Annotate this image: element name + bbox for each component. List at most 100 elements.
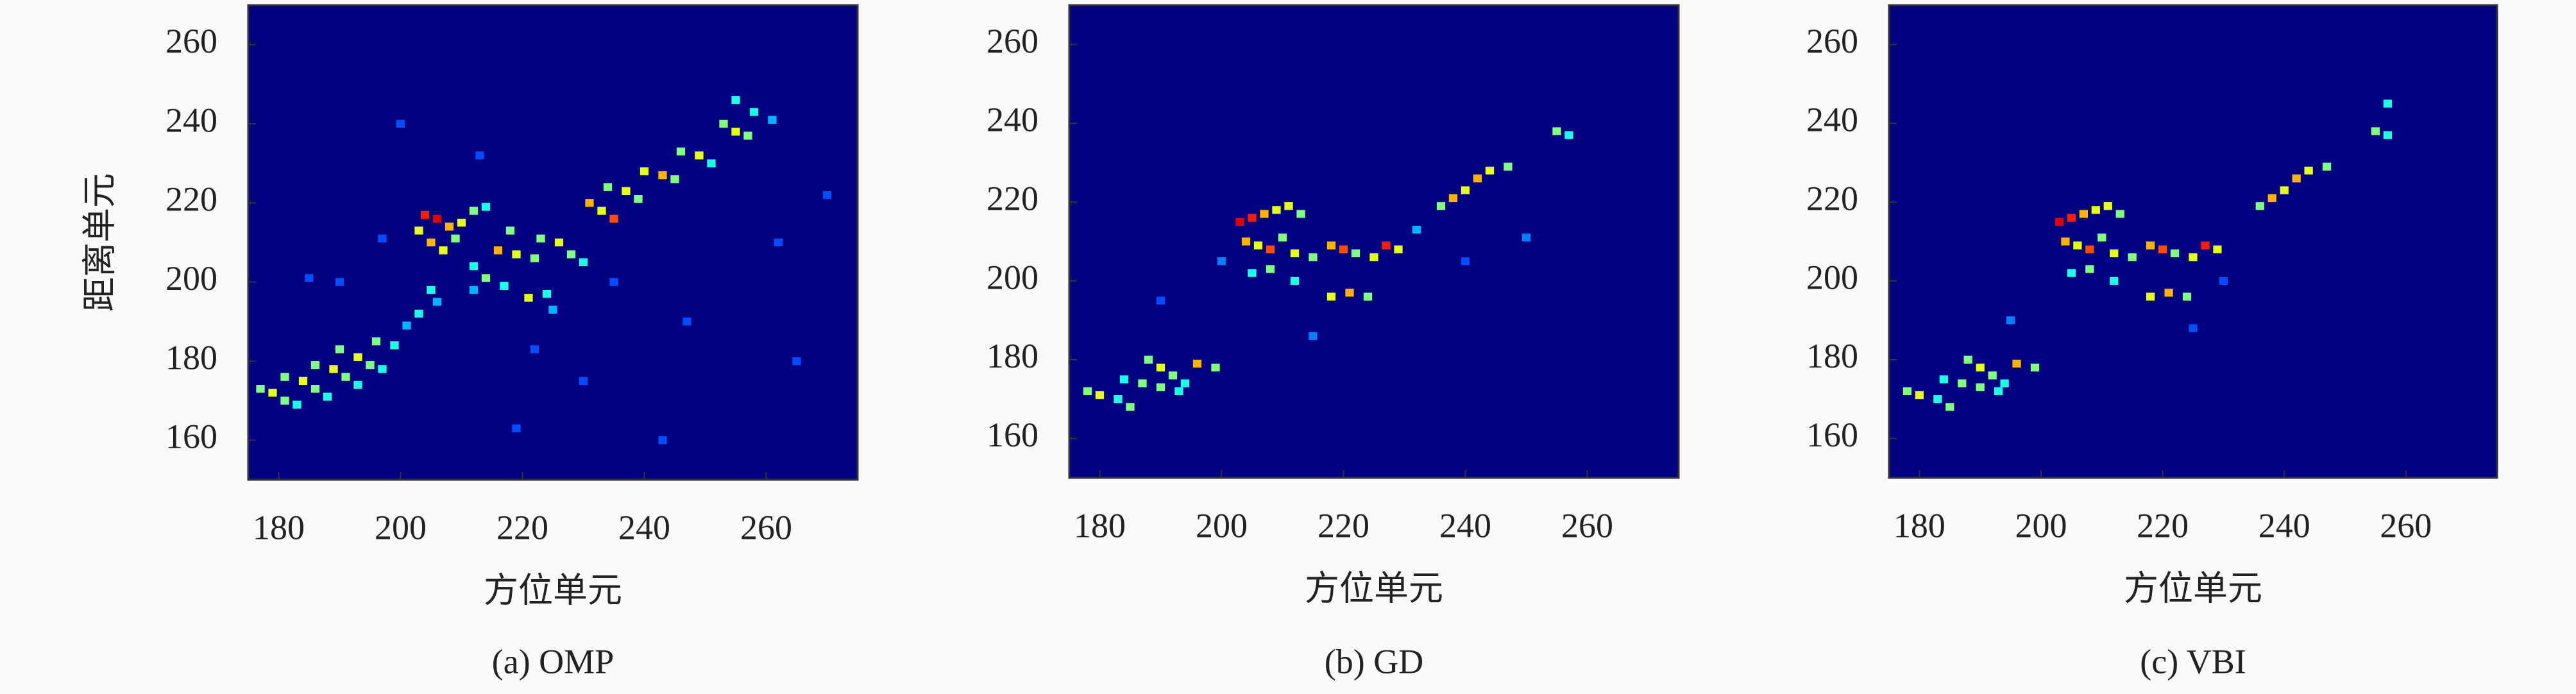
heat-cell <box>1363 292 1373 301</box>
heat-cell <box>2267 194 2276 203</box>
plot-background <box>248 5 858 480</box>
heat-cell <box>2280 186 2289 194</box>
heat-cell <box>427 238 436 247</box>
heat-cell <box>280 373 289 381</box>
heat-cell <box>414 226 423 235</box>
heat-cell <box>603 183 613 191</box>
x-tick-label: 240 <box>2258 506 2310 545</box>
heat-cell <box>1339 245 1348 253</box>
x-tick-label: 200 <box>375 508 427 546</box>
heat-cell <box>500 282 509 290</box>
heat-cell <box>1461 257 1470 266</box>
heat-cell <box>1963 355 1972 364</box>
heat-cell <box>1174 387 1183 396</box>
y-tick-label: 220 <box>987 179 1038 217</box>
heat-cell <box>1235 217 1244 226</box>
heat-cell <box>481 274 491 282</box>
heat-cell <box>530 254 539 262</box>
heat-cell <box>310 385 320 393</box>
heat-cell <box>298 377 308 385</box>
y-tick-label: 240 <box>987 101 1038 139</box>
plot-frame <box>247 4 859 481</box>
heat-cell <box>542 290 552 298</box>
heat-cell <box>2110 276 2119 285</box>
x-axis-label: 方位单元 <box>2124 569 2262 607</box>
heat-cell <box>451 234 460 242</box>
heat-cell <box>609 214 618 223</box>
heat-cell <box>1382 241 1391 250</box>
heat-cell <box>1095 391 1105 400</box>
heat-cell <box>1504 162 1513 171</box>
heat-cell <box>305 274 314 282</box>
heat-cell <box>548 305 557 314</box>
x-tick-label: 180 <box>1894 506 1945 545</box>
y-tick-label: 240 <box>1806 101 1858 139</box>
x-axis-label: 方位单元 <box>484 571 622 609</box>
heat-cell <box>457 219 466 227</box>
heat-cell <box>493 246 503 255</box>
heat-cell <box>378 365 387 373</box>
heat-cell <box>353 380 362 389</box>
heat-cell <box>1241 237 1251 246</box>
x-tick-label: 200 <box>2015 506 2067 545</box>
heat-cell <box>536 234 545 242</box>
heat-cell <box>2371 127 2380 135</box>
heat-cell <box>2146 292 2155 301</box>
heat-cell <box>2061 237 2070 246</box>
heat-cell <box>743 131 752 140</box>
heat-cell <box>1290 249 1300 258</box>
heat-cell <box>512 424 521 432</box>
heat-cell <box>1326 241 1336 250</box>
y-tick-label: 220 <box>165 180 217 219</box>
y-axis-label: 距离单元 <box>80 173 119 312</box>
plot-background <box>1069 5 1679 478</box>
x-tick-label: 240 <box>1439 506 1491 545</box>
heat-cell <box>469 285 479 294</box>
heat-cell <box>774 238 783 247</box>
x-tick-label: 220 <box>2137 506 2189 545</box>
heat-cell <box>1156 363 1165 372</box>
heat-cell <box>353 353 362 361</box>
heat-cell <box>1994 387 2003 396</box>
heat-cell <box>1485 166 1495 175</box>
heat-cell <box>2170 249 2180 258</box>
y-tick-label: 160 <box>165 418 217 456</box>
heat-cell <box>414 309 423 318</box>
heat-cell <box>2255 202 2264 210</box>
heat-cell <box>1278 233 1287 242</box>
heat-cell <box>475 151 484 160</box>
heat-cell <box>2189 324 2198 332</box>
heat-cell <box>554 238 564 247</box>
heat-cell <box>731 96 740 105</box>
heat-cell <box>432 214 442 223</box>
heat-cell <box>768 115 777 124</box>
panel: 180 200 220 240 260 160 180 200 220 240 260 方位单元 (c)… <box>1806 4 2498 681</box>
x-axis-label: 方位单元 <box>1305 569 1443 607</box>
heat-cell <box>1552 127 1561 135</box>
heat-cell <box>2085 245 2094 253</box>
heat-cell <box>2213 245 2222 253</box>
heat-cell <box>292 400 301 409</box>
heat-cell <box>822 190 832 199</box>
heat-cell <box>1180 379 1190 387</box>
heat-cell <box>329 365 338 373</box>
heat-cell <box>1473 174 1482 183</box>
heat-cell <box>1309 253 1318 262</box>
heat-cell <box>335 345 344 353</box>
panel-caption: (c) VBI <box>2140 642 2246 681</box>
heat-cell <box>1976 363 1985 372</box>
heat-cell <box>469 207 479 215</box>
heat-cell <box>597 207 606 215</box>
heat-cell <box>505 226 515 235</box>
heat-cell <box>1290 276 1300 285</box>
heat-cell <box>2103 202 2112 210</box>
panel: 180 200 220 240 260 160 180 200 220 240 260 方位单元 (b)… <box>987 4 1680 681</box>
heat-cell <box>2067 214 2076 222</box>
y-tick-label: 180 <box>1806 337 1858 375</box>
heat-cell <box>1217 257 1226 266</box>
heat-cell <box>2383 99 2392 108</box>
heat-cell <box>1211 363 1220 372</box>
y-tick-label: 260 <box>165 22 217 60</box>
heat-cell <box>2158 245 2167 253</box>
